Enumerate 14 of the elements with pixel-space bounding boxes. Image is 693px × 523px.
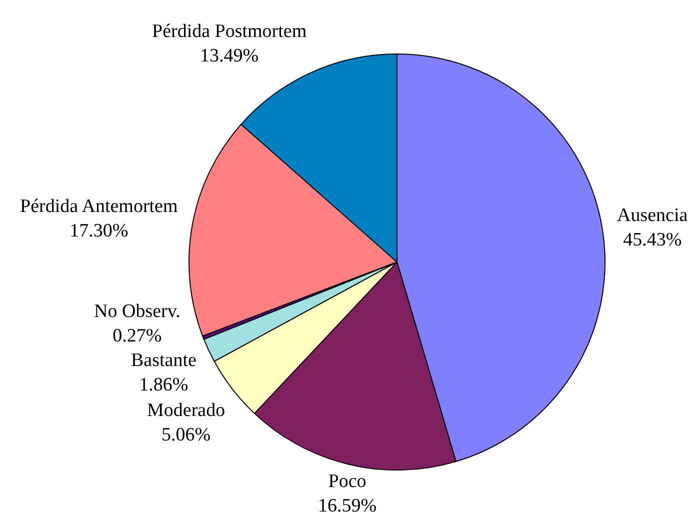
data-label: 1.86% bbox=[139, 374, 188, 396]
data-label: 16.59% bbox=[318, 496, 377, 517]
data-label: 5.06% bbox=[162, 424, 211, 446]
data-label: 13.49% bbox=[200, 46, 259, 67]
slice-label: Ausencia bbox=[617, 205, 688, 226]
slice-label: Moderado bbox=[147, 400, 226, 421]
data-label: 45.43% bbox=[623, 230, 682, 251]
slice-label: No Observ. bbox=[94, 301, 180, 322]
data-label: 17.30% bbox=[70, 220, 128, 242]
slice-label: Poco bbox=[328, 471, 366, 492]
data-label: 0.27% bbox=[112, 326, 162, 347]
slice-label: Bastante bbox=[131, 350, 196, 371]
slice-label: Pérdida Antemortem bbox=[20, 196, 178, 217]
slice-label: Pérdida Postmortem bbox=[152, 21, 307, 42]
